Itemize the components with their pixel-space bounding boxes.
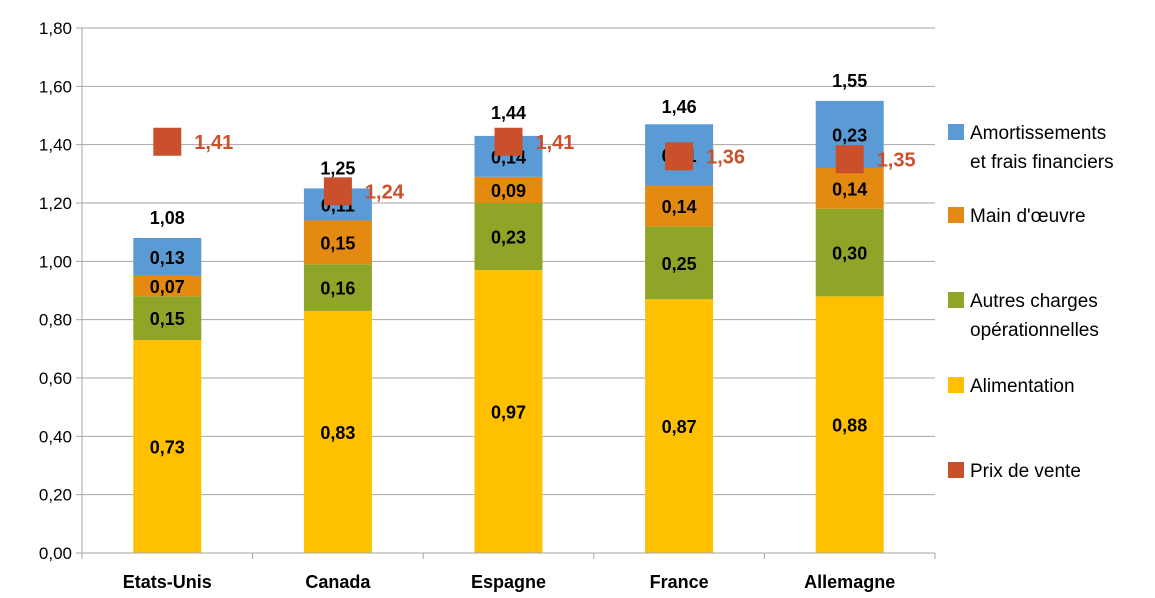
total-label: 1,46 — [662, 97, 697, 117]
y-tick-label: 1,20 — [39, 194, 72, 213]
bar-segment — [133, 238, 202, 276]
y-tick-label: 0,00 — [39, 544, 72, 563]
data-label: 0,83 — [320, 423, 355, 443]
price-marker — [494, 127, 523, 156]
legend-swatch — [948, 377, 964, 393]
data-label: 0,14 — [832, 179, 867, 199]
total-label: 1,25 — [320, 158, 355, 178]
legend-label: Alimentation — [970, 376, 1075, 397]
data-label: 0,15 — [320, 233, 355, 253]
price-marker — [323, 177, 352, 206]
data-label: 0,30 — [832, 244, 867, 264]
price-marker — [153, 127, 182, 156]
data-label: 0,25 — [662, 254, 697, 274]
x-tick-label: Espagne — [471, 572, 546, 592]
price-label: 1,41 — [536, 132, 575, 154]
legend-label: Prix de vente — [970, 461, 1081, 482]
bar-segment — [645, 299, 714, 553]
bar-segment — [133, 296, 202, 341]
total-label: 1,08 — [150, 208, 185, 228]
price-label: 1,36 — [706, 146, 745, 168]
y-tick-label: 1,80 — [39, 19, 72, 38]
data-label: 0,23 — [832, 125, 867, 145]
bar-segment — [645, 185, 714, 227]
legend-label: opérationnelles — [970, 320, 1099, 341]
legend-label: Main d'œuvre — [970, 206, 1086, 227]
legend-label: et frais financiers — [970, 152, 1114, 173]
x-tick-label: Allemagne — [804, 572, 895, 592]
y-tick-label: 0,40 — [39, 427, 72, 446]
x-axis: Etats-Unis Canada Espagne France Allemagne — [81, 552, 936, 592]
bars: 0,730,150,070,131,080,830,160,150,111,25… — [133, 71, 884, 553]
legend: Amortissements et frais financiers Main d'… — [948, 123, 1114, 482]
bar-segment — [474, 203, 543, 271]
price-label: 1,35 — [877, 149, 916, 171]
bar-segment — [303, 310, 372, 553]
bar-segment — [133, 275, 202, 297]
data-label: 0,97 — [491, 403, 526, 423]
data-label: 0,23 — [491, 228, 526, 248]
legend-label: Amortissements — [970, 123, 1106, 144]
bar-segment — [303, 220, 372, 265]
total-label: 1,55 — [832, 71, 867, 91]
bar-segment — [645, 226, 714, 300]
price-marker — [665, 142, 694, 171]
data-label: 0,15 — [150, 309, 185, 329]
data-label: 0,88 — [832, 416, 867, 436]
y-tick-label: 0,20 — [39, 486, 72, 505]
x-tick-label: Etats-Unis — [123, 572, 212, 592]
legend-swatch — [948, 124, 964, 140]
total-label: 1,44 — [491, 103, 526, 123]
data-label: 0,73 — [150, 438, 185, 458]
y-tick-label: 0,60 — [39, 369, 72, 388]
bar-segment — [474, 176, 543, 203]
bar-segment — [815, 168, 884, 209]
legend-swatch — [948, 207, 964, 223]
data-label: 0,16 — [320, 279, 355, 299]
data-label: 0,07 — [150, 277, 185, 297]
x-tick-label: Canada — [305, 572, 371, 592]
y-tick-label: 1,40 — [39, 136, 72, 155]
bar-segment — [303, 264, 372, 311]
data-label: 0,87 — [662, 417, 697, 437]
price-label: 1,41 — [194, 132, 233, 154]
legend-swatch — [948, 462, 964, 478]
price-marker — [835, 145, 864, 174]
y-tick-label: 1,00 — [39, 252, 72, 271]
data-label: 0,09 — [491, 181, 526, 201]
data-label: 0,13 — [150, 248, 185, 268]
data-label: 0,14 — [662, 197, 697, 217]
x-tick-label: France — [650, 572, 709, 592]
bar-segment — [133, 340, 202, 553]
legend-swatch — [948, 292, 964, 308]
legend-label: Autres charges — [970, 291, 1098, 312]
price-markers: 1,41 1,24 1,41 1,36 1,35 — [153, 127, 916, 206]
bar-segment — [474, 270, 543, 553]
bar-segment — [815, 208, 884, 297]
y-tick-label: 0,80 — [39, 311, 72, 330]
y-tick-label: 1,60 — [39, 77, 72, 96]
y-axis: 0,00 0,20 0,40 0,60 0,80 1,00 1,20 1,40 1,60 1,80 — [39, 19, 83, 563]
bar-segment — [815, 296, 884, 553]
price-label: 1,24 — [365, 181, 405, 203]
